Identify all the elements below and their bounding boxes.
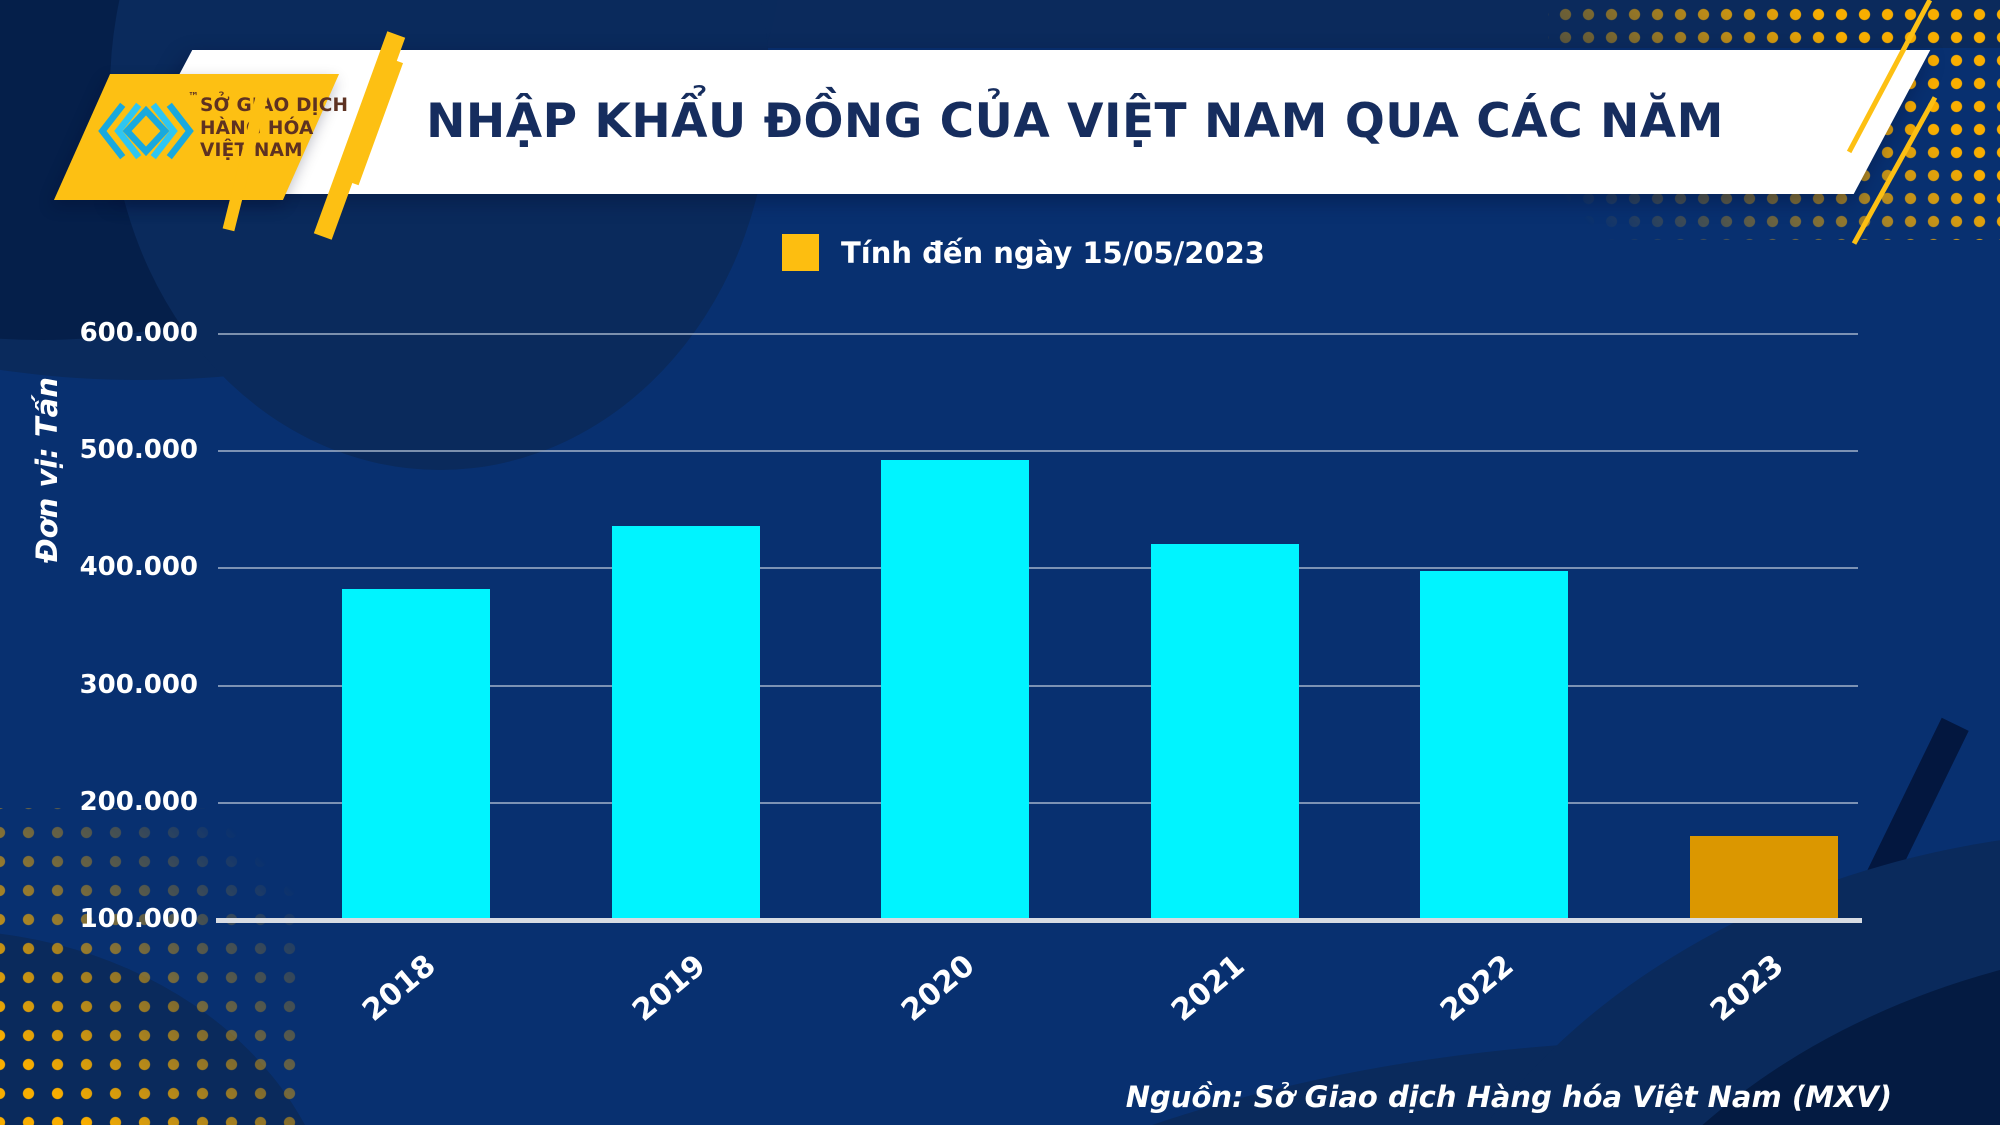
bar-2019 (611, 526, 760, 920)
x-tick-2019: 2019 (625, 948, 712, 1029)
gridline-600.000 (218, 332, 1858, 335)
trademark-symbol: ™ (188, 90, 199, 103)
x-tick-2021: 2021 (1164, 948, 1251, 1029)
x-tick-2023: 2023 (1703, 948, 1790, 1029)
x-tick-2020: 2020 (895, 948, 982, 1029)
bar-2021 (1150, 543, 1299, 920)
y-tick-100.000: 100.000 (79, 904, 198, 934)
legend-label: Tính đến ngày 15/05/2023 (841, 235, 1265, 270)
y-tick-200.000: 200.000 (79, 786, 198, 817)
x-axis-baseline (216, 918, 1862, 923)
legend-swatch (782, 234, 819, 271)
y-tick-500.000: 500.000 (79, 435, 198, 465)
bar-2022 (1420, 570, 1568, 920)
mxv-logo-mark-icon (98, 102, 194, 160)
bar-2023 (1689, 835, 1838, 920)
x-tick-2018: 2018 (356, 948, 443, 1029)
gridline-200.000 (218, 801, 1858, 804)
halftone-dots-bottom-left (0, 808, 300, 1125)
y-tick-600.000: 600.000 (79, 317, 198, 348)
x-tick-2022: 2022 (1434, 948, 1521, 1029)
bar-2018 (342, 589, 490, 920)
gridline-500.000 (218, 450, 1858, 452)
chart-legend: Tính đến ngày 15/05/2023 (782, 234, 1265, 271)
logo-text-line1: SỞ GIAO DỊCH (200, 95, 349, 116)
gridline-300.000 (218, 684, 1858, 687)
y-tick-400.000: 400.000 (79, 552, 198, 583)
page-title: NHẬP KHẨU ĐỒNG CỦA VIỆT NAM QUA CÁC NĂM (426, 94, 1724, 149)
y-tick-300.000: 300.000 (79, 669, 198, 700)
bar-2020 (881, 460, 1029, 920)
gridline-400.000 (218, 567, 1858, 570)
source-credit: Nguồn: Sở Giao dịch Hàng hóa Việt Nam (M… (1125, 1080, 1892, 1114)
